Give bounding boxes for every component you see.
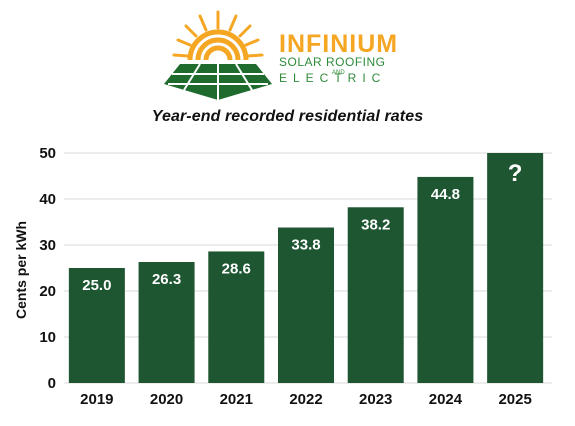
y-tick-label: 0 [48,375,56,392]
data-label-2025: ? [508,160,523,187]
bar-2022 [278,227,334,383]
x-tick-label: 2025 [498,391,531,408]
bar-2019 [68,268,125,383]
logo-subline: ELECTRIC [279,71,386,85]
x-tick-label: 2024 [429,391,463,408]
logo-wordmark: INFINIUM [279,30,398,58]
solar-panel-icon [164,63,272,100]
y-tick-label: 10 [39,329,56,346]
y-tick-label: 50 [39,145,56,162]
x-tick-label: 2022 [289,391,322,408]
bar-2023 [347,207,404,383]
bar-2021 [208,251,265,383]
logo-connector: AND [332,70,345,76]
y-axis-label: Cents per kWh [13,221,29,319]
x-tick-label: 2023 [359,391,392,408]
data-label-2021: 28.6 [222,260,251,277]
data-label-2023: 38.2 [361,216,390,233]
data-label-2024: 44.8 [431,186,460,203]
logo-tagline: SOLAR ROOFING [279,55,386,69]
y-tick-label: 20 [39,283,56,300]
bars [68,153,544,383]
y-tick-label: 30 [39,237,56,254]
bar-2020 [138,262,195,383]
x-tick-label: 2019 [80,391,113,408]
company-logo: INFINIUM SOLAR ROOFING AND ELECTRIC [164,10,398,100]
chart-title: Year-end recorded residential rates [151,108,424,125]
data-label-2022: 33.8 [291,237,320,254]
bar-2025 [487,153,544,383]
data-label-2020: 26.3 [152,271,181,288]
data-label-2019: 25.0 [82,277,111,294]
x-tick-label: 2021 [220,391,253,408]
sun-rays-icon [172,10,264,58]
bar-2024 [417,176,474,383]
labels: 0 10 20 30 40 50 25.0 2019 26.3 2020 28.6 2021 33.8 2… [39,145,532,408]
x-tick-label: 2020 [150,391,183,408]
sun-icon [187,29,249,61]
y-tick-label: 40 [39,191,56,208]
